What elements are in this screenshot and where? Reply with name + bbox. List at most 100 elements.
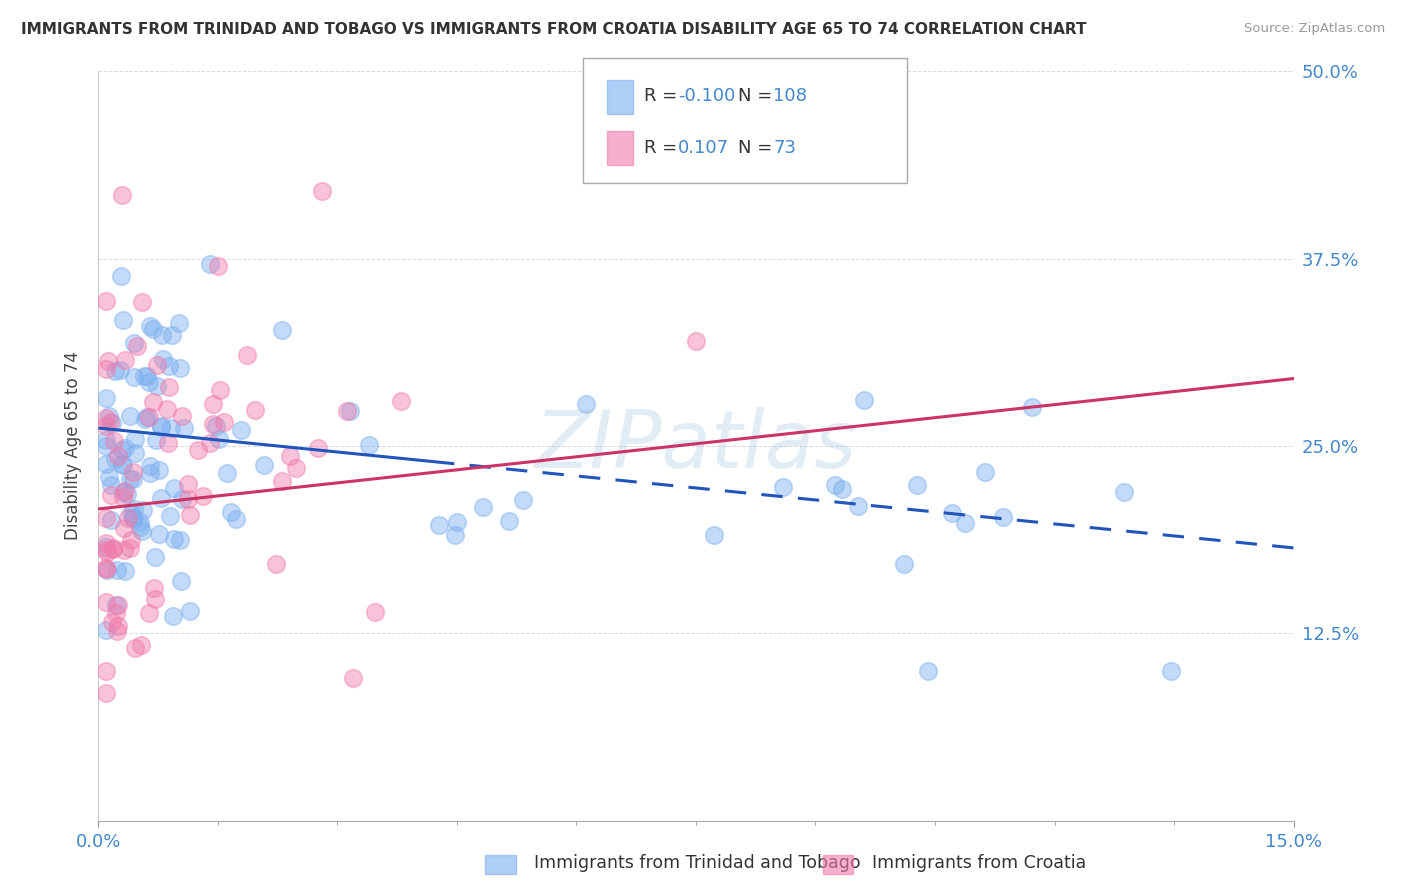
Point — [98, 470, 121, 484]
Text: -0.100: -0.100 — [678, 87, 735, 105]
Point — [96, 535, 118, 549]
Point — [124, 641, 146, 656]
Point — [150, 328, 173, 343]
Point — [209, 384, 232, 398]
Text: N =: N = — [738, 139, 778, 157]
Point — [219, 505, 242, 519]
Point — [96, 561, 118, 575]
Point — [148, 463, 170, 477]
Point — [135, 410, 157, 425]
Point — [169, 533, 191, 547]
Point — [135, 369, 157, 384]
Text: ZIPatlas: ZIPatlas — [534, 407, 858, 485]
Point — [132, 503, 155, 517]
Point — [446, 516, 468, 530]
Point — [173, 421, 195, 435]
Point — [905, 478, 928, 492]
Point — [145, 434, 167, 448]
Point — [124, 432, 146, 446]
Point — [138, 606, 160, 620]
Point — [115, 487, 138, 501]
Point — [285, 460, 308, 475]
Point — [205, 418, 228, 433]
Point — [101, 615, 124, 629]
Point — [103, 434, 125, 448]
Point — [443, 528, 465, 542]
Text: 0.107: 0.107 — [678, 139, 728, 157]
Point — [157, 359, 180, 373]
Point — [1160, 664, 1182, 678]
Point — [112, 543, 135, 558]
Point — [917, 664, 939, 678]
Point — [100, 478, 122, 492]
Y-axis label: Disability Age 65 to 74: Disability Age 65 to 74 — [65, 351, 83, 541]
Point — [138, 459, 160, 474]
Point — [575, 397, 598, 411]
Point — [143, 581, 166, 595]
Point — [114, 564, 136, 578]
Point — [103, 541, 125, 556]
Point — [156, 401, 179, 416]
Point — [101, 541, 124, 556]
Point — [953, 516, 976, 530]
Point — [124, 501, 146, 516]
Point — [245, 403, 267, 417]
Point — [120, 533, 142, 548]
Point — [389, 394, 412, 409]
Point — [212, 415, 235, 429]
Point — [105, 624, 128, 639]
Point — [179, 508, 201, 522]
Point — [104, 452, 127, 467]
Point — [114, 442, 136, 456]
Point — [339, 404, 361, 418]
Point — [177, 477, 200, 491]
Point — [941, 506, 963, 520]
Point — [225, 512, 247, 526]
Point — [129, 519, 152, 533]
Point — [121, 511, 143, 525]
Point — [120, 409, 142, 423]
Point — [96, 458, 118, 472]
Point — [110, 269, 132, 284]
Point — [105, 599, 128, 613]
Point — [201, 396, 224, 410]
Point — [127, 339, 149, 353]
Text: N =: N = — [738, 87, 778, 105]
Point — [107, 450, 129, 464]
Point — [149, 420, 172, 434]
Point — [96, 439, 118, 453]
Point — [471, 500, 494, 514]
Point — [114, 484, 136, 499]
Point — [200, 435, 222, 450]
Point — [111, 188, 134, 202]
Point — [124, 446, 146, 460]
Point — [122, 465, 145, 479]
Point — [96, 434, 118, 448]
Point — [110, 458, 132, 472]
Point — [1112, 485, 1135, 500]
Point — [142, 322, 165, 336]
Point — [96, 545, 118, 559]
Point — [96, 418, 118, 433]
Point — [846, 499, 869, 513]
Point — [96, 392, 118, 406]
Point — [772, 479, 794, 493]
Point — [156, 436, 179, 450]
Point — [685, 334, 707, 348]
Point — [98, 409, 121, 423]
Point — [131, 524, 153, 538]
Text: Source: ZipAtlas.com: Source: ZipAtlas.com — [1244, 22, 1385, 36]
Point — [120, 507, 142, 521]
Point — [229, 424, 252, 438]
Point — [96, 543, 118, 558]
Point — [831, 482, 853, 496]
Point — [96, 595, 118, 609]
Point — [307, 441, 329, 455]
Point — [271, 474, 294, 488]
Point — [108, 363, 131, 377]
Point — [122, 336, 145, 351]
Point — [177, 491, 200, 506]
Point — [96, 686, 118, 700]
Text: R =: R = — [644, 139, 683, 157]
Point — [96, 362, 118, 376]
